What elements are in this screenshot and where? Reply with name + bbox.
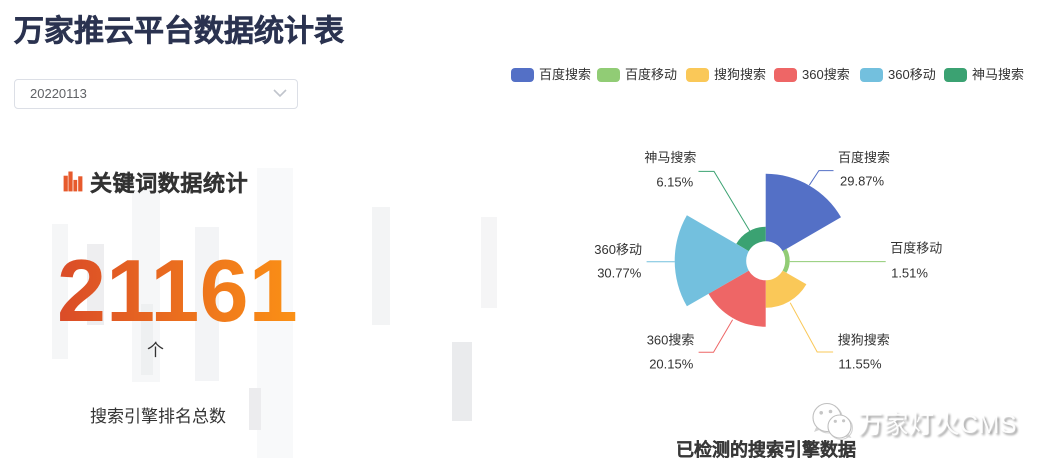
svg-text:20.15%: 20.15%	[649, 356, 694, 371]
svg-text:6.15%: 6.15%	[656, 174, 693, 189]
svg-text:29.87%: 29.87%	[840, 173, 885, 188]
svg-text:360移动: 360移动	[594, 242, 642, 257]
svg-text:百度搜索: 百度搜索	[838, 150, 890, 165]
svg-text:1.51%: 1.51%	[891, 266, 928, 281]
svg-text:360搜索: 360搜索	[647, 332, 695, 347]
svg-text:11.55%: 11.55%	[838, 357, 882, 372]
svg-text:神马搜索: 神马搜索	[644, 150, 696, 165]
svg-text:30.77%: 30.77%	[597, 266, 642, 281]
svg-text:搜狗搜索: 搜狗搜索	[838, 333, 890, 348]
svg-text:百度移动: 百度移动	[890, 240, 942, 255]
